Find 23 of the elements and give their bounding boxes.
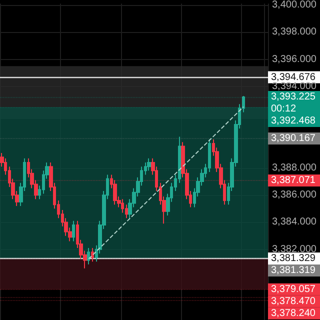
- ref-line-label: 3,392.468: [271, 115, 316, 126]
- ref-line-label: 3,390.167: [271, 133, 316, 144]
- y-tick-label: 3,400.000: [272, 0, 317, 10]
- ref-line-label: 3,387.071: [271, 175, 316, 186]
- ref-line-label: 3,381.329: [271, 253, 316, 264]
- ref-line-label: 3,378.470: [271, 296, 316, 307]
- candlestick: [91, 248, 94, 262]
- candlestick: [147, 158, 151, 172]
- ref-line-label: 3,394.676: [271, 72, 316, 83]
- text: 00:12: [271, 103, 296, 114]
- y-tick-label: 3,382.000: [272, 244, 317, 255]
- y-tick-label: 3,388.000: [272, 162, 317, 174]
- candlestick: [72, 220, 75, 242]
- y-tick-label: 3,398.000: [272, 26, 317, 38]
- ref-line-label: 3,379.057: [271, 284, 316, 295]
- y-tick-label: 3,384.000: [272, 216, 317, 228]
- y-tick-label: 3,396.000: [272, 54, 317, 65]
- ref-line-label: 3,393.225: [271, 91, 316, 102]
- y-tick-label: 3,386.000: [272, 190, 317, 201]
- ref-line-label: 3,381.319: [271, 265, 316, 276]
- candlestick: [87, 248, 90, 265]
- y-tick-label: 3,394.000: [272, 80, 317, 92]
- ref-line-label: 3,378.240: [271, 308, 316, 319]
